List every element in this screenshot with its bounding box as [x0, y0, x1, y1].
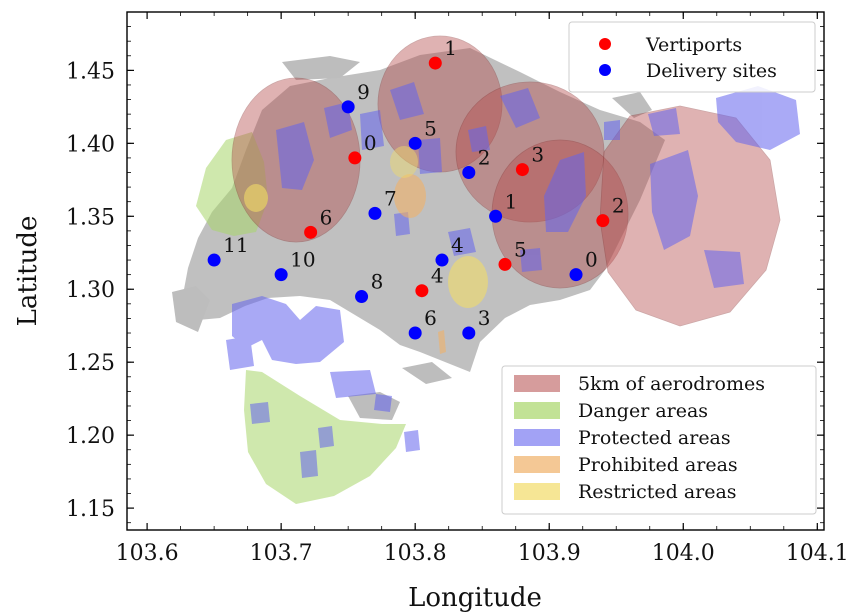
delivery-sites-point — [408, 136, 422, 150]
y-tick-label: 1.35 — [66, 205, 115, 230]
vertiports-point-label: 3 — [531, 143, 544, 167]
plot-frame — [126, 11, 825, 531]
x-axis-ticks: 103.6 103.7 103.8 103.9 104.0 104.1 — [116, 12, 849, 566]
x-tick-label: 103.9 — [518, 541, 581, 566]
island-fragment — [612, 92, 652, 118]
island-fragment — [172, 286, 210, 332]
island-fragment — [348, 392, 400, 420]
delivery-sites-point — [408, 326, 422, 340]
delivery-sites-point-label: 3 — [478, 306, 491, 330]
restricted-area — [244, 184, 268, 212]
legend-swatch-danger — [514, 402, 560, 419]
vertiports-point-label: 5 — [514, 237, 527, 261]
island-fragment — [282, 56, 360, 80]
delivery-sites-point — [368, 206, 382, 220]
legend-marker-delivery-sites — [599, 64, 611, 76]
delivery-sites-point — [435, 253, 449, 267]
y-tick-label: 1.45 — [66, 59, 115, 84]
legend-label-protected: Protected areas — [578, 427, 731, 449]
vertiports-point-label: 0 — [364, 131, 377, 155]
y-tick-label: 1.20 — [66, 424, 115, 449]
y-tick-label: 1.25 — [66, 351, 115, 376]
legend-areas-box — [501, 365, 817, 515]
y-axis-ticks: 1.15 1.20 1.25 1.30 1.35 1.40 1.45 — [66, 26, 824, 524]
vertiports-point — [304, 225, 318, 239]
y-axis-title: Latitude — [13, 216, 43, 327]
y-tick-label: 1.15 — [66, 497, 115, 522]
map-layers — [172, 35, 800, 504]
legend-swatch-prohibited — [514, 456, 560, 473]
delivery-sites-point-label: 9 — [357, 80, 370, 104]
delivery-sites-point — [569, 268, 583, 282]
x-tick-label: 104.0 — [652, 541, 715, 566]
protected-areas — [226, 82, 800, 478]
vertiports-point-label: 2 — [612, 194, 625, 218]
vertiports-point — [596, 214, 610, 228]
restricted-area — [390, 146, 418, 178]
delivery-sites-point-label: 11 — [223, 233, 248, 257]
delivery-sites-point — [207, 253, 221, 267]
delivery-sites-point — [341, 100, 355, 114]
prohibited-area — [394, 174, 426, 218]
delivery-sites-point-label: 1 — [505, 189, 518, 213]
delivery-sites-point-label: 7 — [384, 186, 397, 210]
restricted-area — [448, 256, 488, 308]
delivery-sites-point-label: 4 — [451, 233, 464, 257]
legend-markers: Vertiports Delivery sites — [568, 21, 816, 93]
vertiports-point — [415, 284, 429, 298]
legend-areas: 5km of aerodromes Danger areas Protected… — [501, 365, 817, 515]
legend-swatch-restricted — [514, 483, 560, 500]
x-tick-label: 104.1 — [786, 541, 849, 566]
delivery-sites-point-label: 0 — [585, 248, 598, 272]
vertiports-point-label: 6 — [320, 205, 333, 229]
vertiports-point-label: 4 — [431, 264, 444, 288]
x-axis-title: Longitude — [408, 583, 542, 613]
x-tick-label: 103.8 — [384, 541, 447, 566]
y-tick-label: 1.40 — [66, 132, 115, 157]
vertiports-point — [515, 163, 529, 177]
legend-label-restricted: Restricted areas — [578, 481, 737, 503]
delivery-sites-point — [355, 290, 369, 304]
vertiports-point — [428, 56, 442, 70]
delivery-sites-point — [462, 326, 476, 340]
delivery-sites-point-label: 8 — [371, 270, 384, 294]
vertiports-point-label: 1 — [444, 36, 457, 60]
legend-label-delivery-sites: Delivery sites — [646, 60, 777, 82]
legend-label-vertiports: Vertiports — [645, 34, 742, 56]
prohibited-area — [438, 330, 446, 354]
delivery-sites-point — [489, 209, 503, 223]
legend-markers-box — [568, 21, 816, 93]
x-tick-label: 103.7 — [250, 541, 313, 566]
y-tick-label: 1.30 — [66, 278, 115, 303]
island-fragment — [402, 362, 452, 384]
vertiports-point — [348, 151, 362, 165]
delivery-sites-point-label: 5 — [424, 116, 437, 140]
vertiports-point — [498, 257, 512, 271]
legend-swatch-aerodromes — [514, 375, 560, 392]
x-tick-label: 103.6 — [116, 541, 179, 566]
legend-label-prohibited: Prohibited areas — [578, 454, 738, 476]
delivery-sites-point-label: 10 — [290, 248, 315, 272]
legend-label-aerodromes: 5km of aerodromes — [578, 373, 765, 395]
legend-swatch-protected — [514, 429, 560, 446]
legend-marker-vertiports — [599, 38, 611, 50]
legend-label-danger: Danger areas — [578, 400, 708, 422]
delivery-sites-point-label: 6 — [424, 306, 437, 330]
delivery-sites-point-label: 2 — [478, 146, 491, 170]
delivery-sites-point — [462, 166, 476, 180]
delivery-sites-point — [274, 268, 288, 282]
